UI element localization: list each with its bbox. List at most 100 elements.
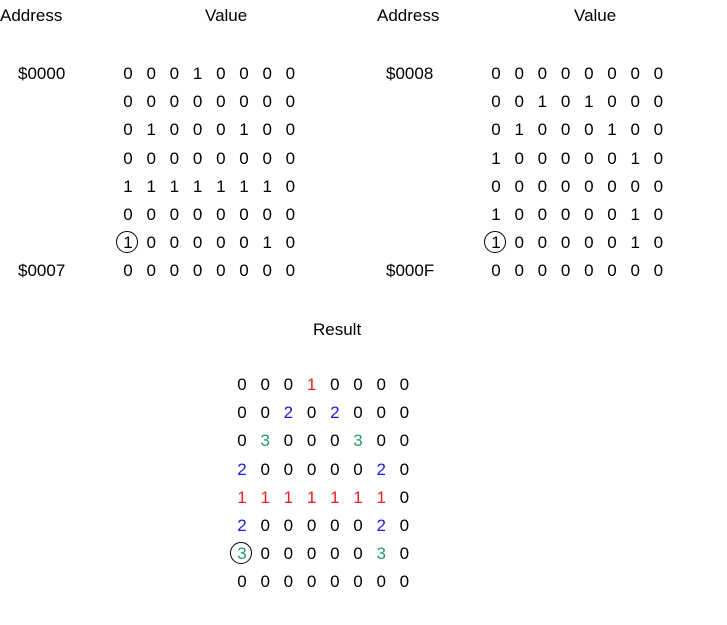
- bit-cell: 0: [169, 233, 180, 253]
- bit-cell: 1: [630, 233, 640, 253]
- bit-cell: 0: [330, 516, 340, 535]
- bit-cell: 0: [192, 120, 203, 140]
- bit-cell: 0: [239, 148, 249, 168]
- bit-cell: 0: [491, 92, 501, 112]
- bit-cell: 0: [216, 261, 226, 281]
- bit-cell: 0: [216, 148, 226, 168]
- bit-cell: 2: [376, 516, 386, 535]
- bit-cell: 0: [306, 403, 317, 423]
- bit-cell: 0: [537, 176, 548, 196]
- bit-cell: 0: [607, 261, 617, 281]
- bit-cell: 0: [123, 148, 133, 168]
- bit-cell: 0: [353, 516, 363, 535]
- bit-cell: 0: [306, 431, 317, 451]
- bit-cell: 1: [239, 176, 249, 196]
- bit-cell: 0: [399, 459, 410, 479]
- bit-cell: 0: [330, 459, 340, 479]
- bit-cell: 2: [376, 459, 386, 479]
- bit-cell: 0: [353, 375, 363, 394]
- bit-cell: 0: [262, 64, 272, 83]
- bit-cell: 0: [285, 233, 296, 253]
- bit-cell: 0: [146, 261, 156, 281]
- bit-cell: 1: [262, 176, 272, 196]
- bit-cell: 0: [146, 64, 156, 83]
- bit-cell: 0: [260, 516, 270, 535]
- bit-cell: 1: [484, 231, 506, 254]
- bit-cell: 0: [537, 261, 548, 281]
- bit-cell: 0: [237, 375, 247, 394]
- bit-cell: 0: [537, 233, 548, 253]
- bit-cell: 0: [560, 120, 571, 140]
- bit-cell: 0: [514, 233, 524, 253]
- bit-cell: 0: [653, 148, 664, 168]
- bit-cell: 1: [584, 92, 594, 112]
- bit-cell: 0: [353, 544, 363, 564]
- bit-cell: 0: [146, 148, 156, 168]
- bit-cell: 0: [330, 544, 340, 564]
- bit-cell: 0: [260, 544, 270, 564]
- bit-cell: 0: [216, 233, 226, 253]
- bit-cell: 0: [653, 205, 664, 224]
- bit-cell: 0: [169, 205, 180, 224]
- bit-cell: 0: [607, 205, 617, 224]
- bit-cell: 0: [285, 148, 296, 168]
- bit-cell: 0: [630, 120, 640, 140]
- bit-cell: 0: [399, 487, 410, 507]
- right-address-header: Address: [377, 6, 440, 25]
- bit-cell: 0: [376, 572, 386, 592]
- bit-cell: 0: [514, 261, 524, 281]
- right-start-address: $0008: [386, 64, 434, 83]
- bit-cell: 1: [630, 148, 640, 168]
- bit-cell: 0: [306, 544, 317, 564]
- bit-cell: 0: [399, 516, 410, 535]
- bit-cell: 0: [239, 205, 249, 224]
- bit-cell: 0: [216, 120, 226, 140]
- bit-cell: 1: [116, 231, 138, 254]
- bit-cell: 1: [192, 64, 203, 83]
- bit-cell: 0: [285, 92, 296, 112]
- bit-cell: 0: [491, 64, 501, 83]
- bit-cell: 0: [123, 64, 133, 83]
- bit-cell: 0: [353, 459, 363, 479]
- bit-cell: 0: [262, 92, 272, 112]
- bit-cell: 1: [146, 176, 156, 196]
- bit-cell: 0: [514, 176, 524, 196]
- bit-cell: 0: [376, 431, 386, 451]
- bit-cell: 0: [237, 431, 247, 451]
- bit-cell: 0: [537, 148, 548, 168]
- bit-cell: 0: [262, 261, 272, 281]
- bit-cell: 1: [123, 176, 133, 196]
- bit-cell: 0: [584, 205, 594, 224]
- bit-cell: 0: [607, 64, 617, 83]
- bit-cell: 0: [285, 205, 296, 224]
- bit-cell: 0: [169, 64, 180, 83]
- bit-cell: 0: [306, 516, 317, 535]
- bit-cell: 0: [260, 375, 270, 394]
- bit-cell: 0: [283, 544, 294, 564]
- right-value-header: Value: [574, 6, 617, 25]
- bit-cell: 0: [630, 92, 640, 112]
- bit-cell: 1: [239, 120, 249, 140]
- bit-cell: 0: [376, 403, 386, 423]
- bit-cell: 0: [146, 205, 156, 224]
- bit-cell: 0: [239, 261, 249, 281]
- bit-cell: 0: [192, 261, 203, 281]
- bit-cell: 0: [330, 431, 340, 451]
- bit-cell: 0: [239, 64, 249, 83]
- bit-cell: 1: [491, 205, 501, 224]
- bit-cell: 0: [584, 148, 594, 168]
- bit-cell: 1: [306, 487, 317, 507]
- bit-cell: 0: [630, 261, 640, 281]
- bit-cell: 0: [491, 261, 501, 281]
- bit-cell: 0: [653, 120, 664, 140]
- bit-cell: 2: [330, 403, 340, 423]
- bit-cell: 2: [237, 516, 247, 535]
- bit-cell: 0: [330, 572, 340, 592]
- bit-cell: 0: [306, 459, 317, 479]
- bit-cell: 0: [262, 120, 272, 140]
- bit-cell: 0: [353, 403, 363, 423]
- bit-cell: 0: [399, 403, 410, 423]
- bit-cell: 0: [514, 205, 524, 224]
- bit-cell: 2: [237, 459, 247, 479]
- bit-cell: 0: [399, 375, 410, 394]
